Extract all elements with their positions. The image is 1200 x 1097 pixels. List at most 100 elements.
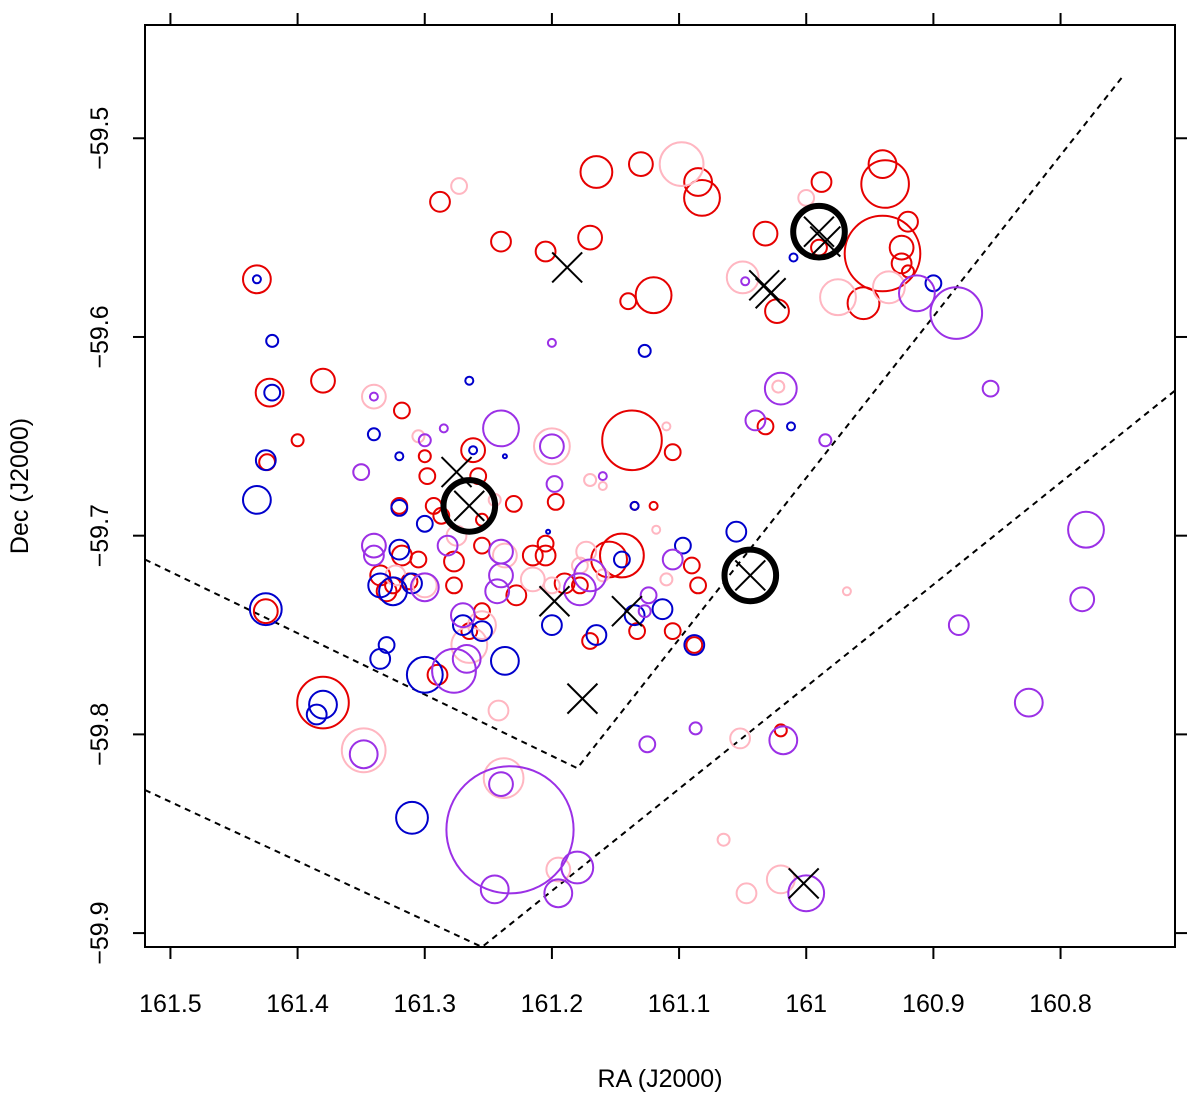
pink-source-circle — [658, 141, 705, 188]
purple-source-circle — [688, 721, 703, 736]
pink-source-circle — [651, 524, 662, 535]
red-source-circle — [536, 534, 555, 553]
purple-source-circle — [639, 586, 658, 605]
red-source-circle — [571, 576, 589, 595]
pink-source-circle — [716, 832, 731, 847]
blue-source-circle — [725, 520, 748, 543]
red-source-circle — [634, 276, 673, 315]
red-source-circle — [579, 155, 614, 189]
pink-source-circle — [492, 542, 518, 569]
red-source-circle — [490, 230, 512, 253]
red-source-circle — [663, 622, 682, 640]
pink-source-circle — [661, 421, 672, 432]
blue-source-circle — [242, 485, 272, 515]
cross-marker — [809, 225, 842, 258]
red-source-circle — [473, 536, 491, 555]
blue-source-circle — [629, 500, 640, 511]
dashed-boundaries — [144, 74, 1176, 949]
red-source-circle — [460, 622, 479, 640]
plot-frame — [144, 24, 1176, 948]
pink-source-circle — [841, 586, 852, 597]
purple-source-circle — [637, 604, 652, 619]
blue-source-circle — [265, 333, 280, 348]
purple-source-circle — [436, 534, 459, 557]
purple-source-circle — [409, 572, 440, 603]
red-source-circle — [601, 409, 663, 472]
x-tick-label: 161.4 — [266, 990, 329, 1018]
red-source-circle — [418, 467, 437, 486]
x-tick-label: 161.5 — [139, 990, 202, 1018]
pink-source-circle — [659, 572, 674, 587]
blue-source-circle — [394, 451, 405, 462]
large-source-circle — [721, 546, 780, 605]
blue-source-circle — [637, 343, 652, 358]
purple-source-circle — [740, 276, 751, 287]
purple-source-circle — [787, 874, 826, 913]
pink-source-circle — [450, 177, 469, 195]
blue-source-circle — [248, 592, 283, 627]
red-source-circle — [393, 401, 411, 420]
purple-source-circle — [445, 765, 575, 895]
purple-source-circle — [543, 878, 574, 909]
pink-source-circle — [361, 383, 387, 410]
red-source-circle — [685, 636, 704, 654]
purple-source-circle — [638, 735, 657, 754]
purple-source-circle — [947, 614, 970, 636]
blue-source-circle — [501, 453, 508, 460]
red-source-circle — [417, 449, 432, 464]
pink-source-circle — [340, 727, 387, 774]
purple-source-circle — [1069, 586, 1096, 613]
cross-marker — [566, 682, 599, 715]
red-source-circle — [426, 663, 449, 686]
red-source-circle — [888, 234, 915, 261]
y-tick-label: −59.6 — [86, 305, 114, 368]
pink-source-circle — [450, 626, 489, 664]
purple-source-circle — [539, 433, 565, 460]
cross-marker — [803, 215, 835, 248]
red-source-circle — [682, 556, 701, 575]
y-tick-label: −59.7 — [86, 504, 114, 567]
blue-source-circle — [254, 449, 277, 472]
purple-source-circle — [352, 463, 371, 482]
red-source-circle — [460, 437, 487, 464]
y-tick-label: −59.9 — [86, 901, 114, 964]
purple-source-circle — [563, 572, 597, 607]
pink-source-circle — [482, 757, 525, 799]
purple-source-circle — [545, 475, 564, 493]
purple-source-circle — [482, 409, 520, 448]
x-axis-title: RA (J2000) — [597, 1065, 722, 1093]
purple-source-circle — [1067, 510, 1105, 549]
red-source-circle — [764, 298, 790, 325]
pink-source-circle — [819, 278, 857, 317]
purple-source-circle — [981, 379, 1000, 398]
y-tick-label: −59.8 — [86, 703, 114, 766]
blue-source-circle — [924, 274, 943, 293]
blue-source-circle — [490, 646, 520, 676]
red-source-circle — [843, 214, 922, 293]
red-source-circle — [505, 584, 528, 607]
purple-source-circle — [450, 602, 476, 629]
red-source-circle — [897, 210, 919, 233]
red-source-circle — [663, 443, 682, 462]
x-axis-ticks: 161.5 161.4 161.3 161.2 161.1 161 160.9 160.8 — [139, 13, 1092, 1018]
pink-source-circle — [725, 260, 760, 295]
red-source-circle — [290, 433, 305, 448]
red-source-circle — [846, 286, 881, 321]
blue-source-circle — [415, 514, 434, 533]
pink-source-circle — [543, 576, 561, 595]
large-source-circle — [790, 202, 848, 261]
cross-markers — [440, 215, 842, 900]
red-source-circle — [310, 367, 336, 394]
purple-source-circle — [768, 725, 799, 756]
purple-source-circle — [898, 274, 936, 313]
red-source-circle — [521, 544, 544, 567]
red-source-circle — [689, 576, 707, 595]
blue-source-circle — [390, 499, 409, 517]
red-source-circle — [683, 179, 721, 217]
purple-source-circle — [368, 391, 379, 402]
red-source-circle — [810, 171, 833, 193]
pink-source-circle — [797, 189, 816, 207]
blue-source-circle — [613, 550, 631, 569]
pink-source-circle — [533, 427, 571, 466]
pink-source-circle — [597, 481, 608, 491]
